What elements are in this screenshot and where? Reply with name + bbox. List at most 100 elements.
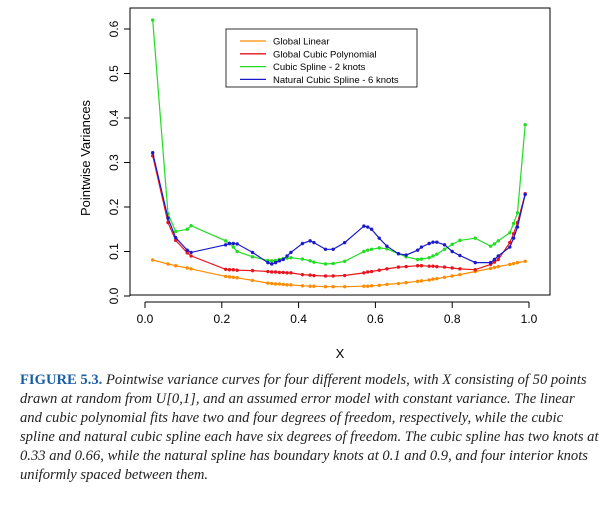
data-point	[415, 264, 420, 268]
data-point	[273, 270, 278, 274]
data-point	[419, 279, 424, 283]
data-point	[427, 256, 431, 260]
x-axis-label: X	[336, 346, 345, 361]
data-point	[235, 249, 239, 254]
data-point	[235, 268, 239, 272]
data-point	[523, 259, 527, 263]
data-point	[450, 266, 454, 270]
data-point	[458, 238, 462, 243]
data-point	[342, 273, 347, 278]
data-point	[231, 241, 236, 246]
data-point	[492, 260, 497, 264]
data-point	[431, 264, 435, 268]
data-point	[166, 216, 170, 220]
data-point	[450, 242, 454, 247]
data-point	[366, 225, 370, 229]
data-point	[250, 250, 255, 255]
legend-box	[225, 28, 418, 88]
data-point	[342, 240, 347, 245]
data-point	[511, 261, 516, 266]
data-point	[427, 264, 431, 268]
data-point	[362, 284, 366, 288]
data-point	[289, 271, 293, 275]
y-axis: 0.0 0.1 0.2 0.3 0.4 0.5 0.6	[107, 20, 131, 304]
data-point	[404, 280, 408, 285]
data-point	[496, 239, 500, 243]
data-point	[223, 243, 228, 247]
series-4	[150, 151, 527, 266]
data-point	[492, 257, 497, 262]
data-point	[150, 151, 155, 155]
y-tick-label: 0.0	[107, 287, 121, 304]
data-point	[427, 278, 431, 282]
data-point	[435, 240, 439, 244]
data-point	[308, 259, 312, 263]
data-point	[496, 257, 500, 262]
data-point	[323, 262, 328, 266]
data-point	[174, 264, 178, 268]
data-point	[227, 268, 232, 272]
data-point	[377, 236, 381, 240]
data-point	[488, 244, 493, 248]
data-point	[231, 245, 236, 249]
data-point	[189, 267, 193, 271]
y-tick-label: 0.5	[107, 65, 121, 82]
data-point	[435, 276, 439, 281]
data-point	[273, 260, 278, 265]
data-point	[377, 268, 381, 272]
series-line	[152, 155, 526, 277]
data-point	[473, 260, 477, 265]
data-point	[369, 247, 374, 251]
data-point	[488, 260, 493, 265]
data-point	[185, 266, 189, 270]
data-point	[235, 242, 239, 246]
data-point	[427, 241, 431, 246]
data-point	[342, 284, 347, 289]
data-point	[235, 276, 239, 280]
data-point	[281, 257, 285, 262]
data-point	[281, 282, 285, 287]
data-point	[323, 247, 328, 251]
data-point	[415, 248, 420, 252]
data-point	[300, 257, 305, 261]
data-point	[458, 272, 462, 277]
data-point	[515, 225, 520, 229]
data-point	[289, 256, 293, 260]
data-point	[396, 252, 401, 256]
data-point	[285, 254, 289, 258]
data-point	[266, 281, 270, 285]
data-point	[523, 192, 527, 197]
data-point	[442, 275, 447, 280]
data-point	[285, 283, 289, 287]
y-tick-label: 0.3	[107, 154, 121, 171]
data-point	[300, 272, 305, 277]
data-point	[396, 265, 401, 269]
data-point	[404, 253, 408, 257]
series-1	[150, 258, 527, 289]
data-point	[515, 211, 520, 215]
data-point	[369, 227, 374, 231]
x-axis: 0.0 0.2 0.4 0.6 0.8 1.0	[137, 301, 538, 326]
data-point	[266, 260, 270, 265]
data-point	[277, 282, 282, 286]
data-point	[496, 254, 500, 258]
data-point	[415, 279, 420, 284]
data-point	[331, 247, 335, 251]
data-point	[458, 267, 462, 271]
data-point	[185, 251, 189, 255]
data-point	[431, 277, 435, 281]
legend-label: Cubic Spline - 2 knots	[273, 62, 366, 73]
data-point	[492, 265, 497, 270]
data-point	[419, 257, 424, 261]
data-point	[185, 248, 189, 252]
data-point	[523, 122, 527, 127]
data-point	[458, 253, 462, 258]
data-point	[150, 258, 155, 262]
data-point	[250, 268, 255, 273]
data-point	[250, 255, 255, 259]
data-point	[404, 264, 408, 269]
data-point	[270, 270, 274, 274]
data-point	[435, 264, 439, 269]
data-point	[366, 248, 370, 252]
